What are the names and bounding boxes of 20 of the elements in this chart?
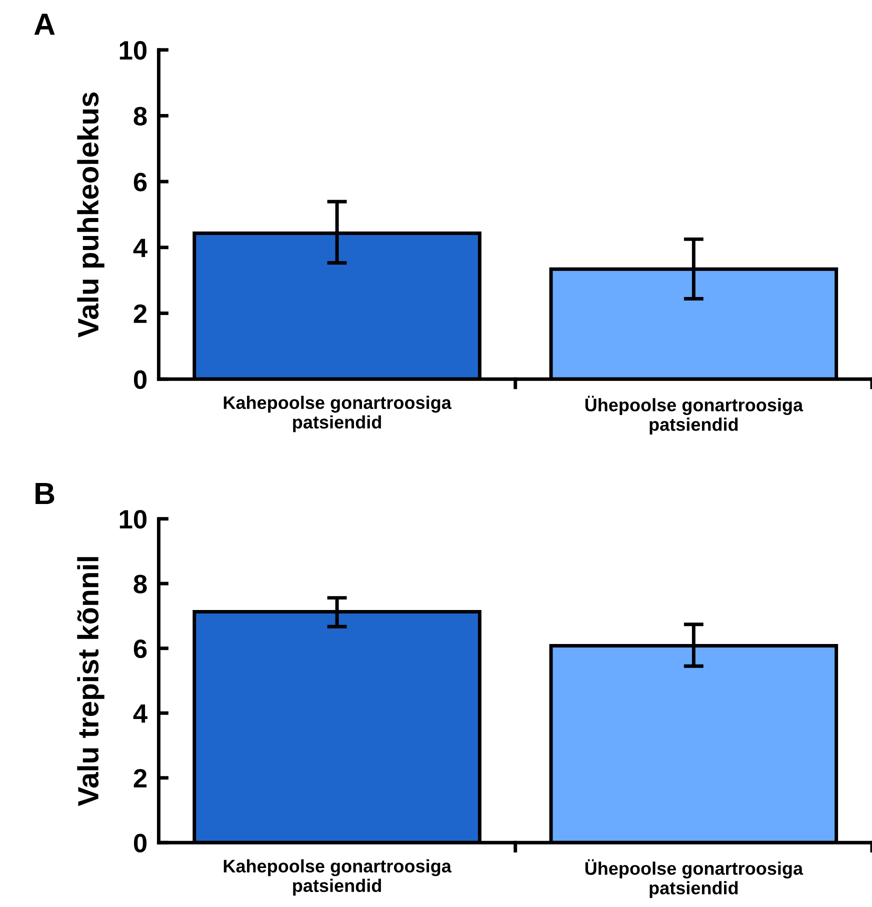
y-axis-title: Valu trepist kõnnil: [77, 557, 104, 806]
x-tick-label: Kahepoolse gonartroosiga patsiendid: [224, 396, 452, 432]
y-tick-label: 2: [134, 304, 147, 323]
x-tick-label: Ühepoolse gonartroosiga patsiendid: [585, 396, 804, 434]
y-tick-label: 4: [133, 238, 148, 257]
y-tick-label: 6: [134, 639, 147, 658]
text: A: [34, 14, 55, 35]
y-tick-label: 0: [134, 834, 147, 852]
y-tick-label: 10: [120, 510, 147, 529]
y-tick-label: 8: [134, 106, 147, 126]
x-tick-label: Ühepoolse gonartroosiga patsiendid: [585, 859, 804, 898]
y-tick-label: 8: [134, 574, 147, 594]
y-tick-label: 10: [120, 41, 147, 60]
y-tick-label: 6: [134, 172, 147, 192]
x-tick-label: Kahepoolse gonartroosiga patsiendid: [224, 859, 452, 896]
y-tick-label: 0: [134, 370, 147, 389]
y-axis-title: Valu puhkeolekus: [77, 92, 104, 338]
y-tick-label: 4: [133, 704, 148, 723]
text: B: [36, 483, 54, 504]
y-tick-label: 2: [134, 768, 147, 788]
